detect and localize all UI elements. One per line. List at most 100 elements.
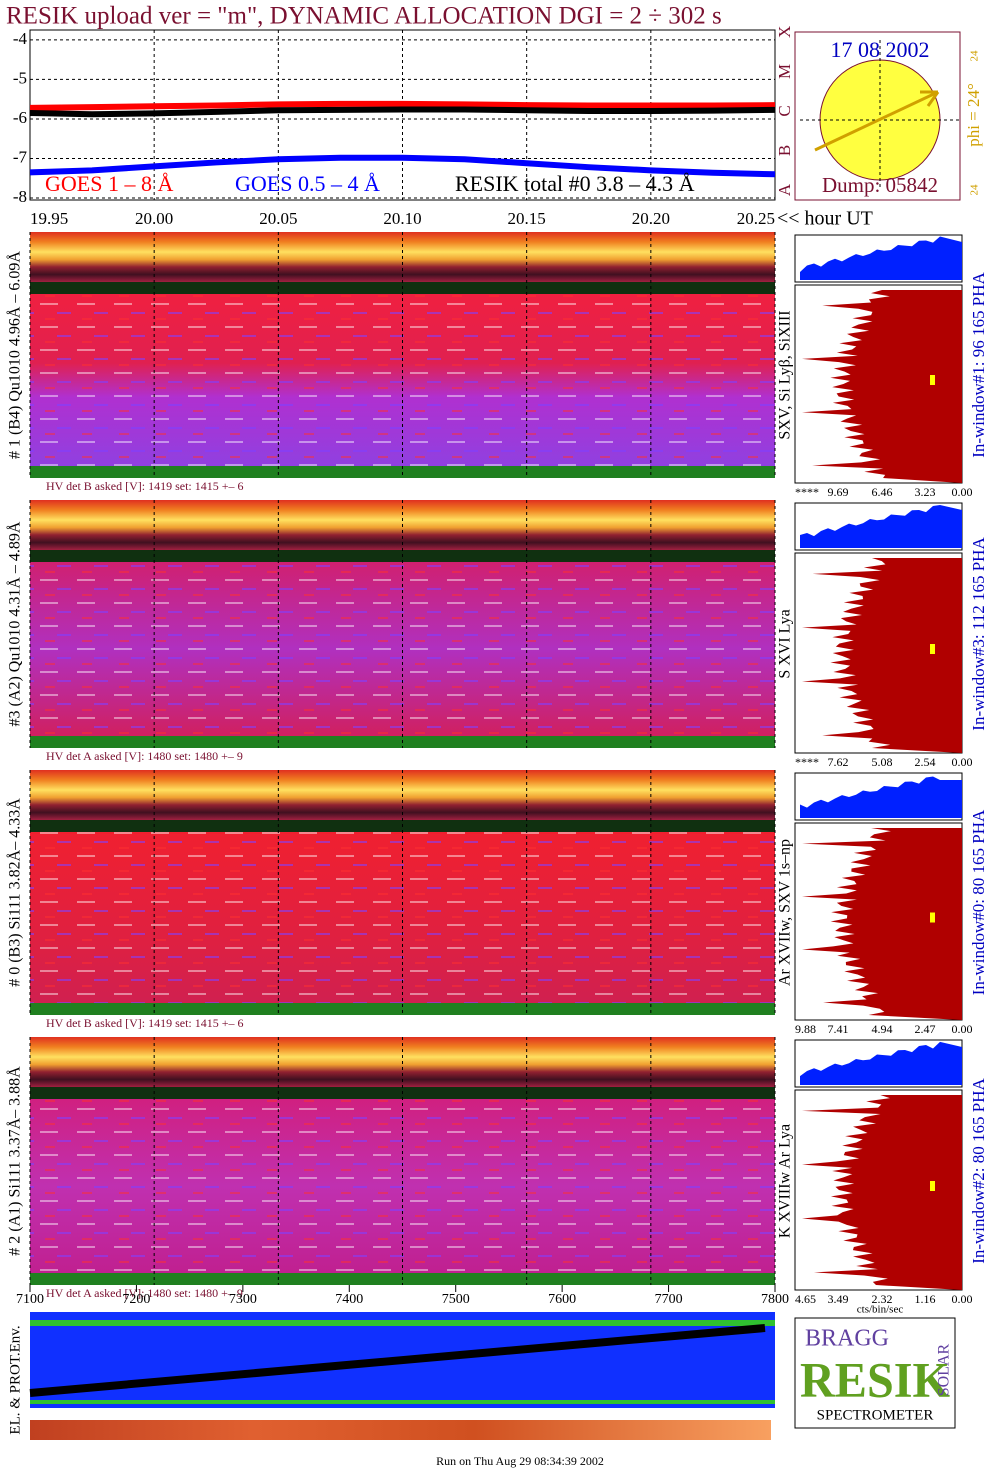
pha-main [802,828,962,1020]
line-label: K XVIIIw Ar Lya [777,1124,794,1238]
pha-tick-label: **** [795,755,819,769]
x-axis-label: << hour UT [777,208,873,230]
pha-small [800,1041,962,1085]
window-label: In-window#3: 112 165 PHA [969,537,988,731]
line-label: SXV, Si Lyβ, SiXIII [777,310,794,439]
y2-tick-label: M [775,64,794,79]
x-tick-label: 20.05 [259,209,297,228]
window-label: In-window#2: 80 165 PHA [969,1077,988,1263]
logo-text: RESIK [800,1351,950,1407]
phi-tick: 24 [969,50,981,62]
pha-tick-label: 0.00 [952,1292,973,1306]
spectrogram-streaks [30,1099,775,1273]
x-tick-label: 7700 [655,1292,683,1307]
x-tick-label: 7600 [548,1292,576,1307]
pha-tick-label: 4.65 [795,1292,816,1306]
pha-tick-label: 9.88 [795,1022,816,1036]
title: RESIK upload ver = "m", DYNAMIC ALLOCATI… [6,3,722,30]
pha-tick-label: 2.54 [915,755,936,769]
logo-text: SOLAR [936,1343,953,1396]
spectrogram-streaks [30,832,775,1003]
env-trend [29,1324,766,1397]
pha-tick-label: 2.47 [915,1022,936,1036]
y2-tick-label: B [775,145,794,156]
env-band [30,1320,775,1326]
detector-label: #3 (A2) Qu1010 4.31Å – 4.89Å [6,521,24,726]
x-tick-label: 20.10 [383,209,421,228]
spectrogram-streaks [30,294,775,466]
y-tick-label: -4 [13,29,28,48]
x-tick-label: 7300 [229,1292,257,1307]
y-tick-label: -5 [13,68,27,87]
pha-main [802,290,962,483]
x-tick-label: 20.00 [135,209,173,228]
x-tick-label: 7400 [335,1292,363,1307]
pha-small [800,236,962,280]
pha-tick-label: 2.32 [872,1292,893,1306]
x-tick-label: 20.25 [737,209,775,228]
pha-tick-label: 0.00 [952,485,973,499]
y2-tick-label: X [775,26,794,38]
y-tick-label: -8 [13,187,27,206]
legend-entry: GOES 0.5 – 4 Å [235,171,380,196]
detector-label: # 1 (B4) Qu1010 4.96Å – 6.09Å [6,251,24,459]
pha-window [930,375,935,385]
pha-window [930,644,935,654]
pha-small [800,776,962,818]
pha-tick-label: **** [795,485,819,499]
window-label: In-window#0: 80 165 PHA [969,809,988,995]
spectrogram-streaks [30,562,775,736]
pha-tick-label: 6.46 [872,485,893,499]
logo-text: SPECTROMETER [817,1407,934,1423]
legend-entry: RESIK total #0 3.8 – 4.3 Å [455,171,695,196]
pha-tick-label: 3.23 [915,485,936,499]
line-label: S XVI Lya [777,609,794,678]
sun-arrow [814,90,939,152]
sun-arrow [920,90,940,107]
window-label: In-window#1: 96 165 PHA [969,271,988,457]
phi-label: phi = 24° [964,83,983,147]
x-tick-label: 7100 [16,1292,44,1307]
x-tick-label: 20.20 [632,209,670,228]
pha-tick-label: 0.00 [952,1022,973,1036]
pha-tick-label: 9.69 [828,485,849,499]
detector-label: # 2 (A1) Si111 3.37Å– 3.88Å [6,1066,24,1256]
env-label: EL. & PROT.Env. [7,1325,23,1434]
sun-dump: Dump: 05842 [822,173,938,197]
pha-tick-label: 7.62 [828,755,849,769]
x-tick-label: 7800 [761,1292,789,1307]
hv-label: HV det B asked [V]: 1419 set: 1415 +– 6 [46,1016,244,1030]
legend-entry: GOES 1 – 8 Å [45,171,173,196]
hv-label: HV det B asked [V]: 1419 set: 1415 +– 6 [46,479,244,493]
y2-tick-label: A [775,183,794,196]
data-line [29,154,776,178]
x-tick-label: 7500 [442,1292,470,1307]
phi-tick: 24 [969,184,981,196]
detector-label: # 0 (B3) Si111 3.82Å– 4.33Å [6,798,24,987]
pha-window [930,912,935,923]
hv-label: HV det A asked [V]: 1480 set: 1480 +– 9 [46,749,243,763]
data-line [29,106,776,118]
env-strip [30,1420,771,1440]
sun-date: 17 08 2002 [831,37,930,62]
pha-tick-label: 3.49 [828,1292,849,1306]
pha-tick-label: 1.16 [915,1292,936,1306]
env-band [30,1400,775,1404]
x-tick-label: 7200 [122,1292,150,1307]
pha-tick-label: 5.08 [872,755,893,769]
pha-tick-label: 7.41 [828,1022,849,1036]
pha-small [800,504,962,548]
x-tick-label: 20.15 [508,209,546,228]
logo-text: BRAGG [805,1326,889,1352]
logo-box [794,1317,956,1429]
pha-tick-label: 4.94 [872,1022,893,1036]
pha-main [802,558,962,753]
x-tick-label: 19.95 [30,209,68,228]
hv-label: HV det A asked [V]: 1480 set: 1480 +– 9 [46,1286,243,1300]
line-label: Ar XVIIw, SXV 1s–np [777,839,794,986]
sun-box [794,31,961,201]
y-tick-label: -7 [13,147,28,166]
pha-main [802,1095,962,1290]
pha-unit: cts/bin/sec [857,1304,904,1316]
